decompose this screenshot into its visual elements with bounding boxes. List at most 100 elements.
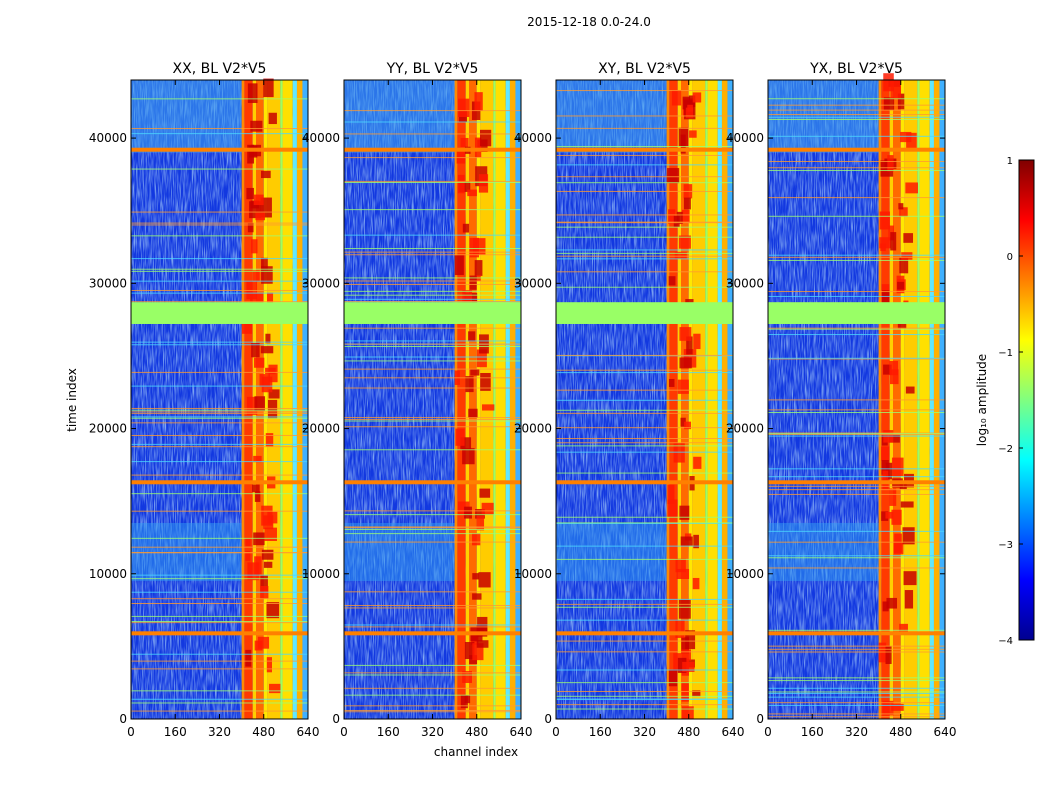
heatmap-cell	[689, 130, 697, 138]
heatmap-cell	[469, 275, 477, 290]
heatmap-cell	[667, 168, 680, 184]
heatmap-cell	[693, 456, 702, 469]
heatmap-stripe	[556, 222, 733, 224]
heatmap-cell	[261, 257, 268, 271]
heatmap-stripe	[131, 222, 308, 224]
heatmap-stripe	[768, 116, 945, 118]
x-tick-label: 320	[845, 725, 868, 739]
heatmap-stripe	[131, 690, 308, 692]
heatmap-stripe	[768, 651, 945, 653]
heatmap-stripe	[768, 295, 945, 297]
heatmap-stripe	[131, 412, 308, 414]
heatmap-cell	[247, 562, 260, 581]
heatmap-stripe	[131, 98, 308, 100]
heatmap-stripe	[768, 541, 945, 543]
heatmap-cell	[468, 331, 476, 342]
heatmap-stripe	[556, 236, 733, 238]
heatmap-stripe	[131, 598, 308, 600]
heatmap-cell	[480, 372, 491, 391]
x-tick-label: 160	[377, 725, 400, 739]
heatmap-cell	[246, 396, 258, 415]
heatmap-stripe	[344, 180, 521, 182]
heatmap-cell	[269, 683, 281, 694]
x-tick-label: 480	[252, 725, 275, 739]
heatmap-cell	[268, 364, 278, 383]
heatmap-stripe	[768, 687, 945, 689]
heatmap-stripe	[556, 354, 733, 356]
heatmap-stripe	[556, 606, 733, 608]
heatmap-stripe	[344, 420, 521, 422]
heatmap-stripe	[344, 157, 521, 159]
heatmap-cell	[685, 107, 694, 119]
colorbar: 1 0 −1 −2 −3 −4 log₁₀ amplitude	[975, 156, 1035, 647]
heatmap-cell	[682, 706, 694, 720]
heatmap-cell	[879, 237, 891, 249]
heatmap-cell	[460, 695, 468, 709]
heatmap-stripe	[768, 432, 945, 434]
heatmap-cell	[900, 131, 912, 143]
heatmap-cell	[263, 561, 273, 568]
heatmap-cell	[245, 538, 251, 546]
heatmap-cell	[268, 389, 280, 399]
heatmap-stripe	[344, 541, 521, 543]
heatmap-cell	[679, 357, 692, 369]
heatmap-stripe	[556, 669, 733, 671]
heatmap-stripe	[344, 133, 521, 135]
heatmap-cell	[682, 96, 691, 110]
heatmap-stripe	[768, 109, 945, 111]
heatmap-stripe	[344, 672, 521, 674]
heatmap-cell	[254, 491, 261, 502]
flagged-time-range	[556, 302, 733, 324]
heatmap-cell	[454, 255, 464, 276]
heatmap-cell	[242, 322, 253, 334]
heatmap-stripe	[131, 411, 308, 413]
heatmap-stripe	[344, 234, 521, 236]
y-tick-label: 40000	[514, 131, 552, 145]
heatmap-stripe	[556, 695, 733, 697]
heatmap-stripe	[768, 399, 945, 401]
heatmap-cell	[253, 194, 264, 206]
heatmap-cell	[460, 437, 472, 450]
figure-suptitle: 2015-12-18 0.0-24.0	[527, 15, 651, 29]
heatmap-stripe	[556, 545, 733, 547]
heatmap-cell	[472, 533, 481, 546]
heatmap-cell	[681, 209, 690, 224]
heatmap-cell	[455, 428, 465, 446]
heatmap-stripe	[768, 135, 945, 137]
heatmap-cell	[668, 378, 675, 387]
heatmap-stripe	[131, 621, 308, 623]
heatmap-stripe	[131, 698, 308, 700]
heatmap-cell	[693, 534, 699, 549]
heatmap-cell	[462, 223, 470, 233]
heatmap-band	[454, 80, 458, 719]
heatmap-cell	[883, 73, 894, 92]
heatmap-stripe	[131, 128, 308, 130]
heatmap-stripe	[556, 480, 733, 485]
heatmap-cell	[682, 661, 695, 672]
heatmap-stripe	[131, 235, 308, 237]
panel-title: XX, BL V2*V5	[173, 61, 267, 77]
heatmap-panel-1: XX, BL V2*V5 0 160 320 480 640 0 10000 20000 3000…	[65, 61, 319, 739]
heatmap-cell	[263, 78, 274, 98]
heatmap-cell	[478, 572, 491, 588]
heatmap-stripe	[556, 409, 733, 411]
x-tick-label: 320	[208, 725, 231, 739]
heatmap-stripe	[556, 438, 733, 440]
heatmap-stripe	[131, 660, 308, 662]
heatmap-stripe	[556, 271, 733, 273]
heatmap-stripe	[344, 607, 521, 609]
y-tick-label: 30000	[302, 276, 340, 290]
heatmap-stripe	[344, 340, 521, 342]
heatmap-stripe	[768, 160, 945, 162]
heatmap-stripe	[556, 445, 733, 447]
heatmap-cell	[260, 197, 272, 218]
heatmap-stripe	[131, 480, 308, 485]
heatmap-stripe	[556, 522, 733, 524]
heatmap-stripe	[768, 358, 945, 360]
y-tick-label: 30000	[514, 276, 552, 290]
heatmap-band	[465, 80, 470, 719]
heatmap-stripe	[556, 412, 733, 414]
heatmap-stripe	[768, 328, 945, 330]
heatmap-stripe	[768, 327, 945, 329]
